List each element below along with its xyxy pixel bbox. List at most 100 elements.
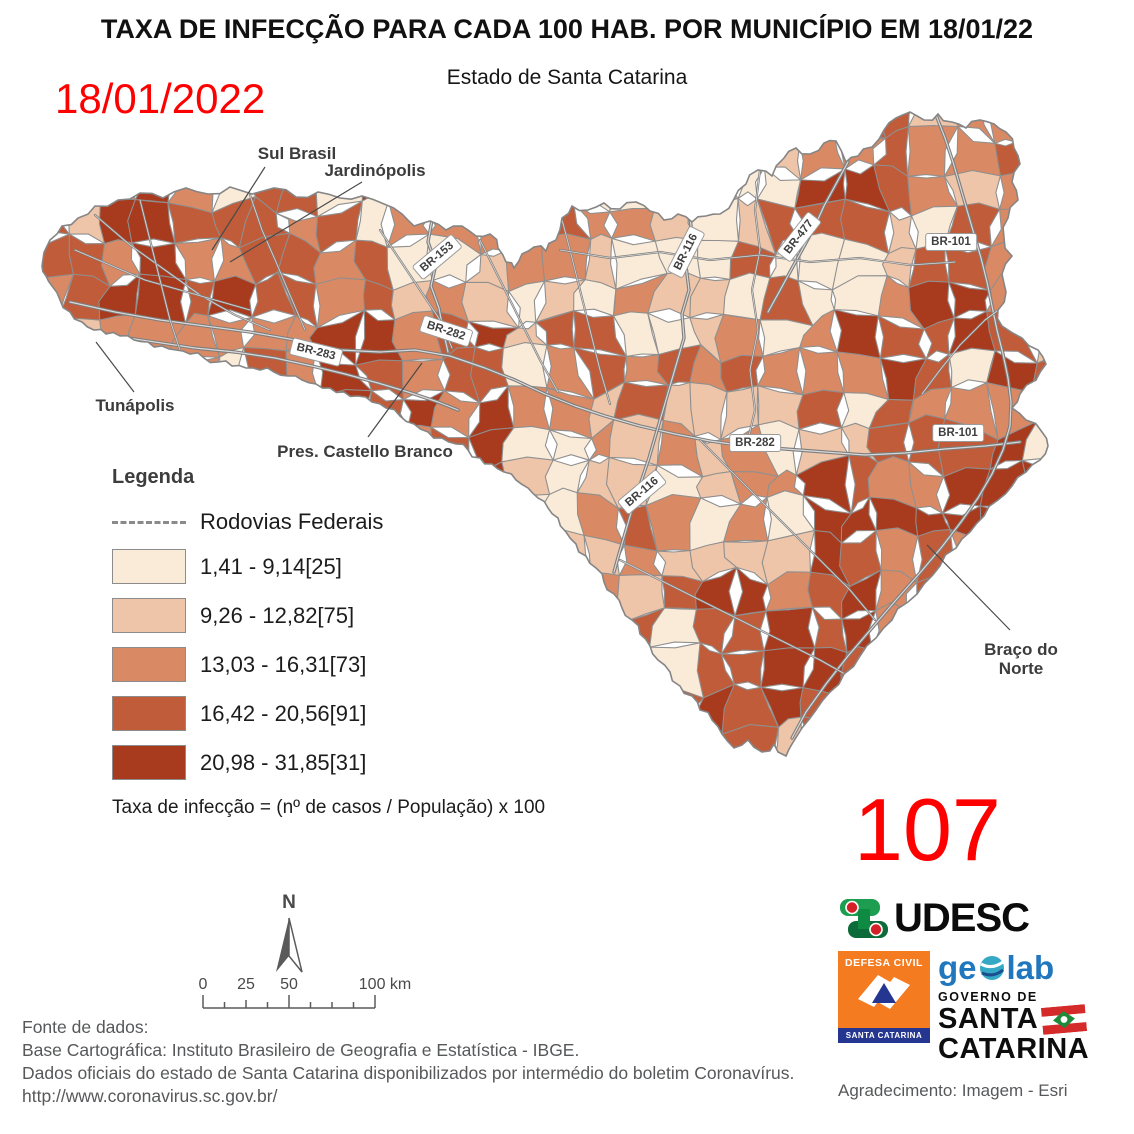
place-label-pres-castello-branco: Pres. Castello Branco	[277, 442, 453, 461]
place-label-line: Braço do	[984, 640, 1058, 659]
road-shield-br101-south: BR-101	[932, 424, 984, 442]
udesc-wordmark: UDESC	[894, 896, 1030, 940]
place-label-tunapolis: Tunápolis	[95, 396, 175, 415]
federal-highway-line-centerline	[74, 327, 459, 411]
state-outline	[41, 111, 1049, 758]
santa-catarina-flag-icon	[1041, 1003, 1088, 1035]
legend-swatch	[112, 647, 186, 682]
leader-line	[211, 166, 266, 251]
date-annotation: 18/01/2022	[55, 75, 266, 122]
municipality-cell	[833, 309, 881, 359]
secondary-road-line-centerline	[559, 249, 956, 266]
secondary-road-line-centerline	[139, 199, 181, 351]
legend-class-row: 13,03 - 16,31[73]	[112, 647, 632, 682]
municipality-cell	[979, 505, 1037, 551]
scale-tick-label: 100 km	[358, 976, 412, 993]
municipality-cell	[984, 237, 1038, 291]
secondary-road-line-centerline	[479, 239, 559, 393]
municipality-cell	[127, 199, 176, 244]
leader-line	[95, 341, 135, 393]
municipality-cell	[609, 158, 658, 213]
municipality-cell	[501, 342, 548, 389]
place-label-jardinopolis: Jardinópolis	[324, 161, 426, 180]
secondary-road-line-centerline	[747, 169, 761, 441]
secondary-road-line-centerline	[94, 214, 271, 331]
municipality-cell	[207, 275, 257, 318]
defesa-civil-logo: DEFESA CIVIL SANTA CATARINA	[838, 951, 930, 1043]
governo-line3: CATARINA	[938, 1033, 1090, 1066]
legend-class-label: 13,03 - 16,31[73]	[200, 651, 367, 677]
leader-line	[229, 181, 363, 263]
geolab-wordmark-left: ge	[938, 949, 977, 986]
municipality-cell	[475, 200, 513, 256]
page-title: TAXA DE INFECÇÃO PARA CADA 100 HAB. POR …	[100, 14, 1034, 44]
municipality-cell	[999, 171, 1038, 216]
governo-line2: SANTA	[938, 1003, 1039, 1035]
north-arrow-icon	[276, 917, 303, 973]
municipality-cell	[799, 346, 845, 398]
secondary-road-line-centerline	[921, 299, 1013, 395]
municipality-cell	[949, 528, 993, 575]
count-annotation: 107	[854, 780, 1001, 879]
legend-heading: Legenda	[112, 466, 195, 488]
municipality-cell	[687, 160, 739, 205]
legend-class-row: 9,26 - 12,82[75]	[112, 598, 632, 633]
place-label-braco-do-norte: Braço do Norte	[984, 640, 1058, 678]
road-shield-br282-center: BR-282	[729, 434, 781, 452]
legend-swatch	[112, 696, 186, 731]
north-label: N	[282, 892, 296, 913]
federal-highway-line-centerline	[69, 301, 1021, 456]
municipality-cell	[800, 716, 851, 756]
udesc-emblem-icon	[840, 898, 888, 938]
legend-formula: Taxa de infecção = (nº de casos / Popula…	[112, 797, 546, 818]
legend-class-row: 16,42 - 20,56[91]	[112, 696, 632, 731]
credit-line-url: http://www.coronavirus.sc.gov.br/	[22, 1086, 278, 1106]
scale-tick-label: 50	[280, 976, 298, 993]
credit-line: Fonte de dados:	[22, 1017, 149, 1037]
legend-swatch	[112, 745, 186, 780]
defesa-civil-emblem-icon	[858, 975, 910, 1009]
municipality-cell	[275, 158, 320, 218]
page-subtitle: Estado de Santa Catarina	[446, 66, 688, 89]
governo-line1: GOVERNO DE	[938, 990, 1038, 1004]
secondary-road-line-centerline	[699, 439, 876, 621]
place-label-line: Norte	[998, 659, 1044, 678]
geolab-globe-icon	[979, 955, 1004, 980]
legend-swatch	[112, 598, 186, 633]
defesa-civil-footer: SANTA CATARINA	[838, 1028, 930, 1043]
municipality-cell	[907, 112, 966, 128]
municipality-cell	[1030, 322, 1048, 364]
leader-line	[926, 544, 1011, 631]
secondary-road-line-centerline	[74, 249, 251, 311]
institution-logos: UDESC DEFESA CIVIL SANTA CATARINA ge	[838, 896, 1089, 1101]
acknowledgement: Agradecimento: Imagem - Esri	[838, 1080, 1068, 1100]
secondary-road-line-centerline	[249, 194, 306, 331]
legend: Legenda Rodovias Federais 1,41 - 9,14[25…	[112, 466, 632, 819]
legend-swatch	[112, 549, 186, 584]
defesa-civil-title: DEFESA CIVIL	[845, 957, 923, 969]
municipality-cell	[540, 232, 592, 282]
municipality-cell	[166, 356, 221, 400]
leader-lines	[95, 166, 1011, 631]
municipality-cell	[723, 496, 769, 543]
credit-line: Base Cartográfica: Instituto Brasileiro …	[22, 1040, 580, 1060]
legend-class-label: 9,26 - 12,82[75]	[200, 602, 355, 628]
legend-class-row: 20,98 - 31,85[31]	[112, 745, 632, 780]
municipality-cell	[689, 381, 728, 441]
credit-line: Dados oficiais do estado de Santa Catari…	[22, 1063, 795, 1083]
federal-highway-line-centerline	[791, 114, 1012, 739]
municipality-cell	[833, 112, 891, 139]
governo-sc-logo: GOVERNO DE SANTA CATARINA	[938, 990, 1089, 1065]
place-label-sul-brasil: Sul Brasil	[257, 144, 337, 163]
data-source-credits: Fonte de dados: Base Cartográfica: Insti…	[22, 1016, 794, 1108]
geolab-logo: ge lab	[938, 951, 1089, 984]
municipality-cell	[796, 389, 845, 430]
legend-class-row: 1,41 - 9,14[25]	[112, 549, 632, 584]
geolab-wordmark-right: lab	[1006, 949, 1055, 986]
secondary-road-line-centerline	[619, 559, 853, 679]
legend-class-label: 16,42 - 20,56[91]	[200, 700, 367, 726]
legend-class-label: 20,98 - 31,85[31]	[200, 749, 367, 775]
secondary-road-line-centerline	[559, 211, 611, 405]
